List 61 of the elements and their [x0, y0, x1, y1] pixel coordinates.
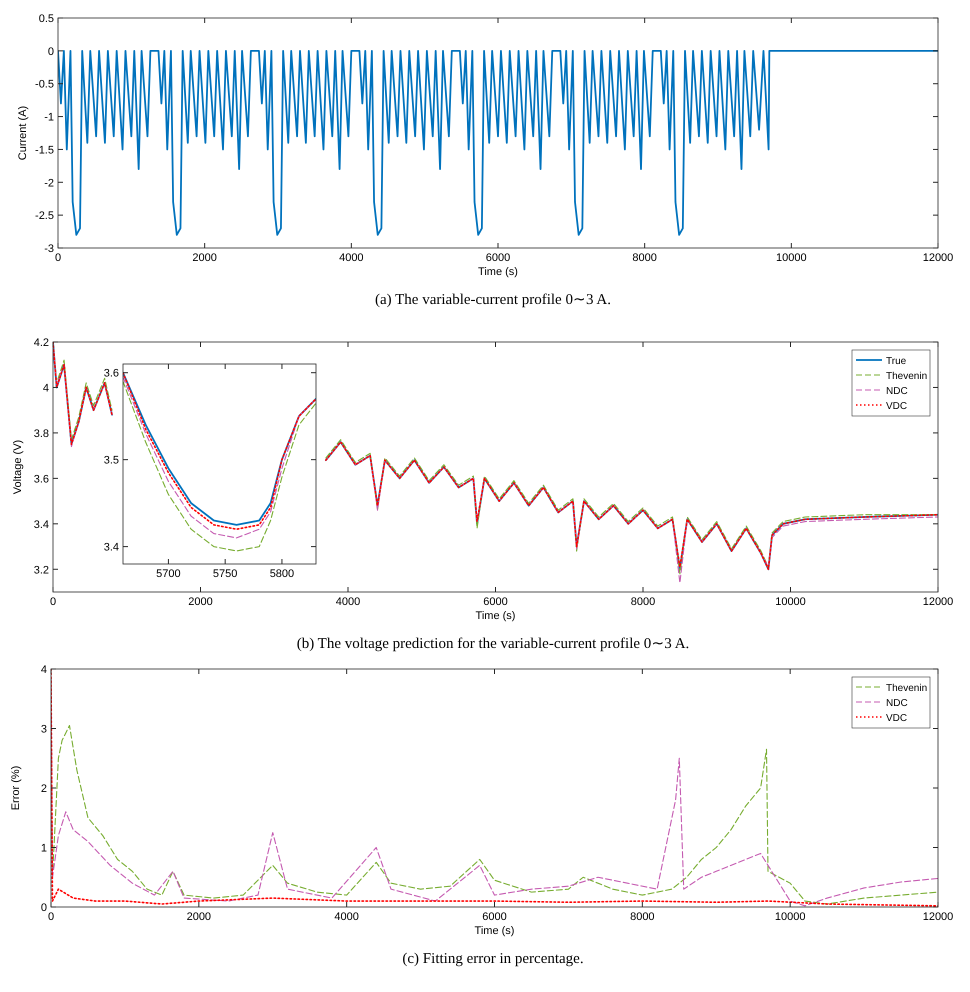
y-tick-label: 4.2	[34, 337, 49, 349]
x-tick-label: 12000	[922, 911, 954, 923]
y-tick-label: 4	[40, 664, 47, 676]
x-tick-label: 2000	[186, 911, 212, 923]
y-tick-label: 3.6	[104, 368, 119, 380]
x-tick-label: 6000	[483, 596, 508, 608]
x-tick-label: 10000	[774, 911, 806, 923]
x-tick-label: 8000	[630, 596, 656, 608]
y-tick-label: -1.5	[35, 144, 54, 156]
x-tick-label: 4000	[339, 252, 364, 264]
y-tick-label: 3.8	[34, 428, 49, 440]
y-tick-label: 3.6	[34, 473, 49, 486]
x-tick-label: 0	[54, 252, 62, 264]
y-axis-title: Error (%)	[10, 766, 22, 810]
x-tick-label: 8000	[630, 911, 655, 923]
x-tick-label: 6000	[482, 911, 507, 923]
x-tick-label: 10000	[775, 596, 806, 608]
x-tick-label: 4000	[336, 596, 360, 608]
legend-label: Thevenin	[886, 683, 928, 694]
text: (a) The variable-current profile 0∼3 A.	[375, 292, 611, 308]
y-tick-label: 4	[42, 382, 49, 394]
x-tick-label: 2000	[188, 596, 213, 608]
x-tick-label: 5750	[212, 568, 238, 580]
x-tick-label: 5700	[156, 568, 181, 580]
x-tick-label: 4000	[334, 911, 359, 923]
legend-label: NDC	[886, 698, 908, 709]
y-tick-label: 3	[40, 724, 47, 736]
x-axis-title: Time (s)	[474, 925, 514, 937]
y-tick-label: -2	[44, 177, 54, 190]
y-tick-label: 3.4	[34, 518, 49, 531]
y-tick-label: 2	[40, 783, 47, 795]
legend-label: VDC	[886, 713, 908, 724]
y-tick-label: 3.2	[34, 564, 49, 576]
legend-label: True	[886, 356, 907, 367]
x-tick-label: 6000	[486, 252, 510, 264]
y-tick-label: 1	[40, 842, 47, 854]
y-tick-label: 0	[48, 46, 54, 58]
x-axis-title: Time (s)	[476, 610, 516, 622]
legend-label: VDC	[886, 401, 908, 412]
text: (b) The voltage prediction for the variable-current profile 0∼3 A.	[296, 636, 690, 652]
y-tick-label: 3.4	[104, 542, 119, 554]
x-tick-label: 8000	[632, 252, 657, 264]
legend-label: NDC	[886, 386, 908, 397]
x-tick-label: 10000	[776, 252, 807, 264]
x-axis-title: Time (s)	[478, 266, 518, 278]
x-tick-label: 12000	[922, 252, 954, 264]
text: (c) Fitting error in percentage.	[402, 951, 584, 967]
y-axis-title: Voltage (V)	[12, 440, 24, 494]
legend-label: Thevenin	[886, 371, 928, 382]
y-tick-label: -2.5	[35, 210, 54, 222]
line-series	[58, 50, 938, 236]
y-tick-label: 0	[40, 902, 47, 914]
x-tick-label: 12000	[922, 596, 954, 608]
y-tick-label: -3	[44, 243, 54, 255]
y-tick-label: -1	[44, 112, 54, 124]
y-tick-label: 0.5	[38, 13, 54, 25]
x-tick-label: 5800	[270, 568, 294, 580]
x-tick-label: 2000	[192, 252, 217, 264]
y-tick-label: 3.5	[104, 454, 119, 467]
y-axis-title: Current (A)	[17, 106, 29, 160]
y-tick-label: -0.5	[35, 78, 54, 91]
